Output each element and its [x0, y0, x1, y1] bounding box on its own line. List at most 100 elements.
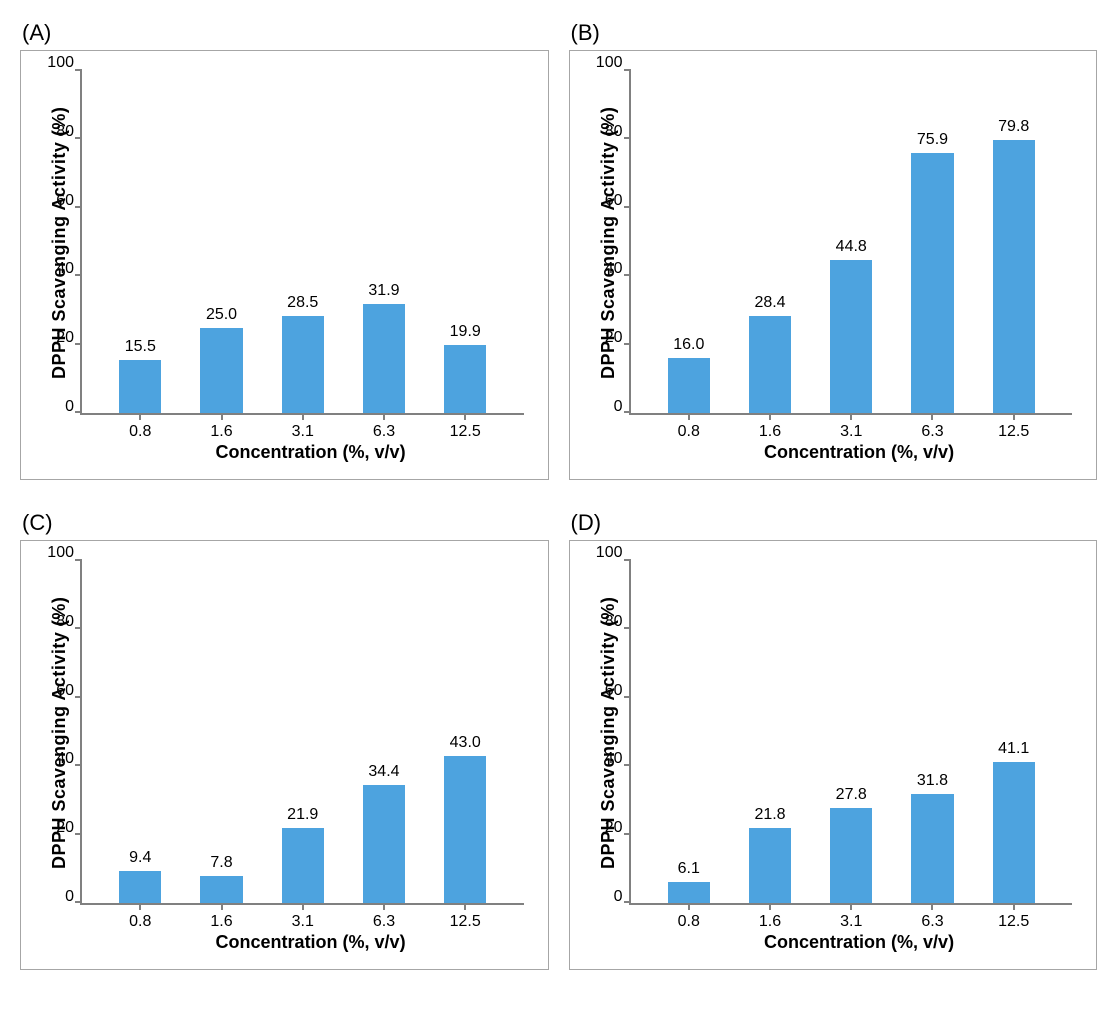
- x-tick-mark: [383, 903, 385, 910]
- y-tick-mark: [75, 901, 82, 903]
- x-tick-mark: [302, 413, 304, 420]
- bar-slot: 31.96.3: [343, 71, 424, 413]
- plot-area: 16.00.828.41.644.83.175.96.379.812.5: [629, 71, 1073, 415]
- chart-frame: DPPH Scavenging Activity (%)020406080100…: [20, 540, 549, 970]
- x-tick-mark: [850, 413, 852, 420]
- bar-value-label: 27.8: [836, 786, 867, 804]
- bar-value-label: 15.5: [125, 338, 156, 356]
- x-tick-mark: [769, 903, 771, 910]
- x-tick-label: 12.5: [998, 913, 1029, 931]
- bar-slot: 43.012.5: [425, 561, 506, 903]
- x-tick-mark: [769, 413, 771, 420]
- y-tick-mark: [75, 206, 82, 208]
- bar-slot: 21.81.6: [729, 561, 810, 903]
- bar-value-label: 9.4: [129, 849, 151, 867]
- bar-value-label: 44.8: [836, 238, 867, 256]
- plot-area: 6.10.821.81.627.83.131.86.341.112.5: [629, 561, 1073, 905]
- y-tick-mark: [75, 137, 82, 139]
- x-tick-mark: [139, 903, 141, 910]
- y-tick-mark: [624, 69, 631, 71]
- x-tick-label: 3.1: [840, 913, 862, 931]
- chart-grid: (A) DPPH Scavenging Activity (%)020406080…: [20, 20, 1097, 970]
- bars-container: 9.40.87.81.621.93.134.46.343.012.5: [82, 561, 524, 903]
- y-tick-mark: [75, 411, 82, 413]
- bar: [363, 304, 405, 413]
- bar-value-label: 41.1: [998, 740, 1029, 758]
- panel-label: (C): [20, 510, 549, 536]
- bar-value-label: 79.8: [998, 118, 1029, 136]
- x-tick-label: 0.8: [129, 913, 151, 931]
- x-tick-label: 12.5: [450, 913, 481, 931]
- x-tick-label: 3.1: [292, 913, 314, 931]
- bar: [282, 316, 324, 413]
- bar: [911, 153, 953, 413]
- x-tick-mark: [464, 413, 466, 420]
- bar: [282, 828, 324, 903]
- x-tick-label: 1.6: [210, 423, 232, 441]
- bar: [911, 794, 953, 903]
- y-tick-mark: [75, 274, 82, 276]
- bar: [444, 756, 486, 903]
- x-tick-label: 6.3: [921, 423, 943, 441]
- x-tick-label: 12.5: [998, 423, 1029, 441]
- y-tick-mark: [624, 343, 631, 345]
- x-tick-mark: [688, 413, 690, 420]
- bar-value-label: 43.0: [450, 734, 481, 752]
- y-tick-mark: [624, 627, 631, 629]
- x-tick-mark: [1013, 903, 1015, 910]
- x-tick-label: 3.1: [292, 423, 314, 441]
- chart-frame: DPPH Scavenging Activity (%)020406080100…: [20, 50, 549, 480]
- x-axis-label: Concentration (%, v/v): [764, 932, 954, 953]
- x-tick-label: 0.8: [678, 423, 700, 441]
- y-tick-mark: [75, 696, 82, 698]
- bar: [830, 260, 872, 413]
- chart-frame: DPPH Scavenging Activity (%)020406080100…: [569, 540, 1098, 970]
- y-tick-mark: [624, 764, 631, 766]
- x-tick-label: 0.8: [678, 913, 700, 931]
- x-tick-label: 1.6: [210, 913, 232, 931]
- bar-value-label: 21.8: [754, 806, 785, 824]
- bar-value-label: 34.4: [368, 763, 399, 781]
- bars-container: 16.00.828.41.644.83.175.96.379.812.5: [631, 71, 1073, 413]
- bar-slot: 44.83.1: [811, 71, 892, 413]
- x-tick-mark: [221, 903, 223, 910]
- bar-value-label: 6.1: [678, 860, 700, 878]
- x-tick-mark: [221, 413, 223, 420]
- y-tick-mark: [75, 343, 82, 345]
- x-axis-label: Concentration (%, v/v): [216, 932, 406, 953]
- y-tick-mark: [624, 901, 631, 903]
- bar: [993, 762, 1035, 903]
- x-tick-mark: [688, 903, 690, 910]
- plot-wrap: DPPH Scavenging Activity (%)020406080100…: [594, 561, 1073, 905]
- bar: [830, 808, 872, 903]
- bar-slot: 75.96.3: [892, 71, 973, 413]
- x-tick-label: 12.5: [450, 423, 481, 441]
- bar-value-label: 25.0: [206, 306, 237, 324]
- bar-slot: 79.812.5: [973, 71, 1054, 413]
- bar-value-label: 75.9: [917, 131, 948, 149]
- panel-label: (A): [20, 20, 549, 46]
- y-tick-mark: [624, 411, 631, 413]
- bar: [119, 871, 161, 903]
- bar-slot: 31.86.3: [892, 561, 973, 903]
- y-tick-mark: [75, 559, 82, 561]
- panel-C: (C) DPPH Scavenging Activity (%)020406080…: [20, 510, 549, 970]
- bar: [993, 140, 1035, 413]
- plot-area: 15.50.825.01.628.53.131.96.319.912.5: [80, 71, 524, 415]
- plot-area: 9.40.87.81.621.93.134.46.343.012.5: [80, 561, 524, 905]
- x-tick-mark: [931, 413, 933, 420]
- x-tick-mark: [383, 413, 385, 420]
- bar: [668, 882, 710, 903]
- bar: [200, 876, 242, 903]
- y-tick-mark: [624, 833, 631, 835]
- y-tick-mark: [624, 206, 631, 208]
- y-tick-mark: [624, 559, 631, 561]
- y-tick-mark: [624, 696, 631, 698]
- bar-value-label: 31.8: [917, 772, 948, 790]
- x-tick-label: 0.8: [129, 423, 151, 441]
- x-tick-mark: [139, 413, 141, 420]
- bar-value-label: 16.0: [673, 336, 704, 354]
- bar-slot: 15.50.8: [100, 71, 181, 413]
- x-tick-mark: [850, 903, 852, 910]
- y-tick-mark: [75, 764, 82, 766]
